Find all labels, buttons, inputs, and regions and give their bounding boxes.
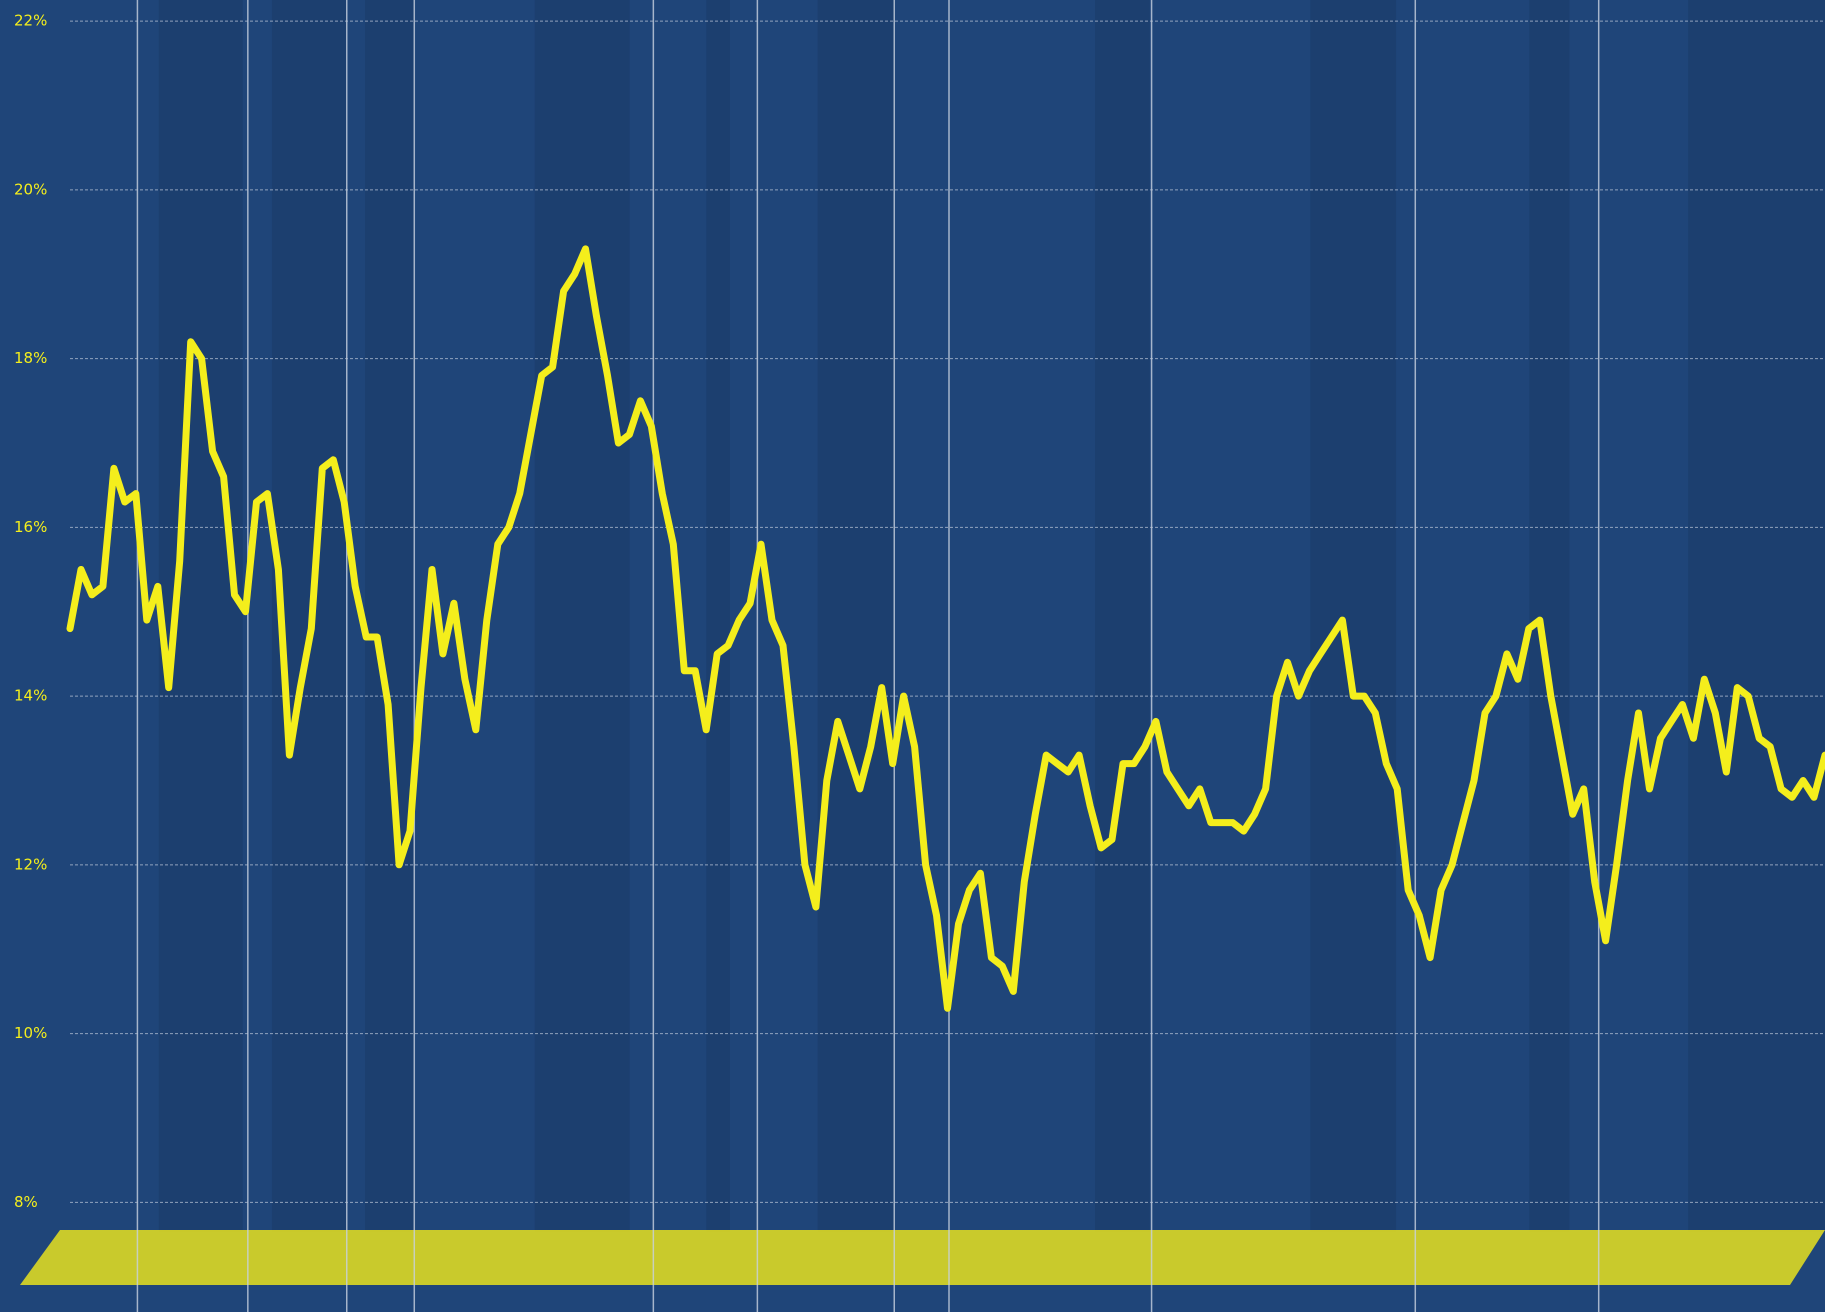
y-tick-label: 14% [14, 687, 47, 705]
stripe [1529, 0, 1570, 1232]
y-tick-label: 20% [14, 180, 47, 198]
stripes [158, 0, 1825, 1232]
y-tick-label: 10% [14, 1024, 47, 1042]
stripe [365, 0, 415, 1232]
y-tick-label: 22% [14, 12, 47, 30]
x-label-band [20, 1230, 1825, 1285]
stripe [706, 0, 730, 1232]
stripe [817, 0, 895, 1232]
y-tick-label: 18% [14, 349, 47, 367]
stripe [1688, 0, 1825, 1232]
stripe [1095, 0, 1150, 1232]
stripe [158, 0, 243, 1232]
y-tick-label: 16% [14, 518, 47, 536]
stripe [534, 0, 630, 1232]
stripe [1310, 0, 1397, 1232]
y-tick-label: 8% [14, 1193, 38, 1211]
y-tick-label: 12% [14, 855, 47, 873]
line [66, 245, 1825, 1012]
